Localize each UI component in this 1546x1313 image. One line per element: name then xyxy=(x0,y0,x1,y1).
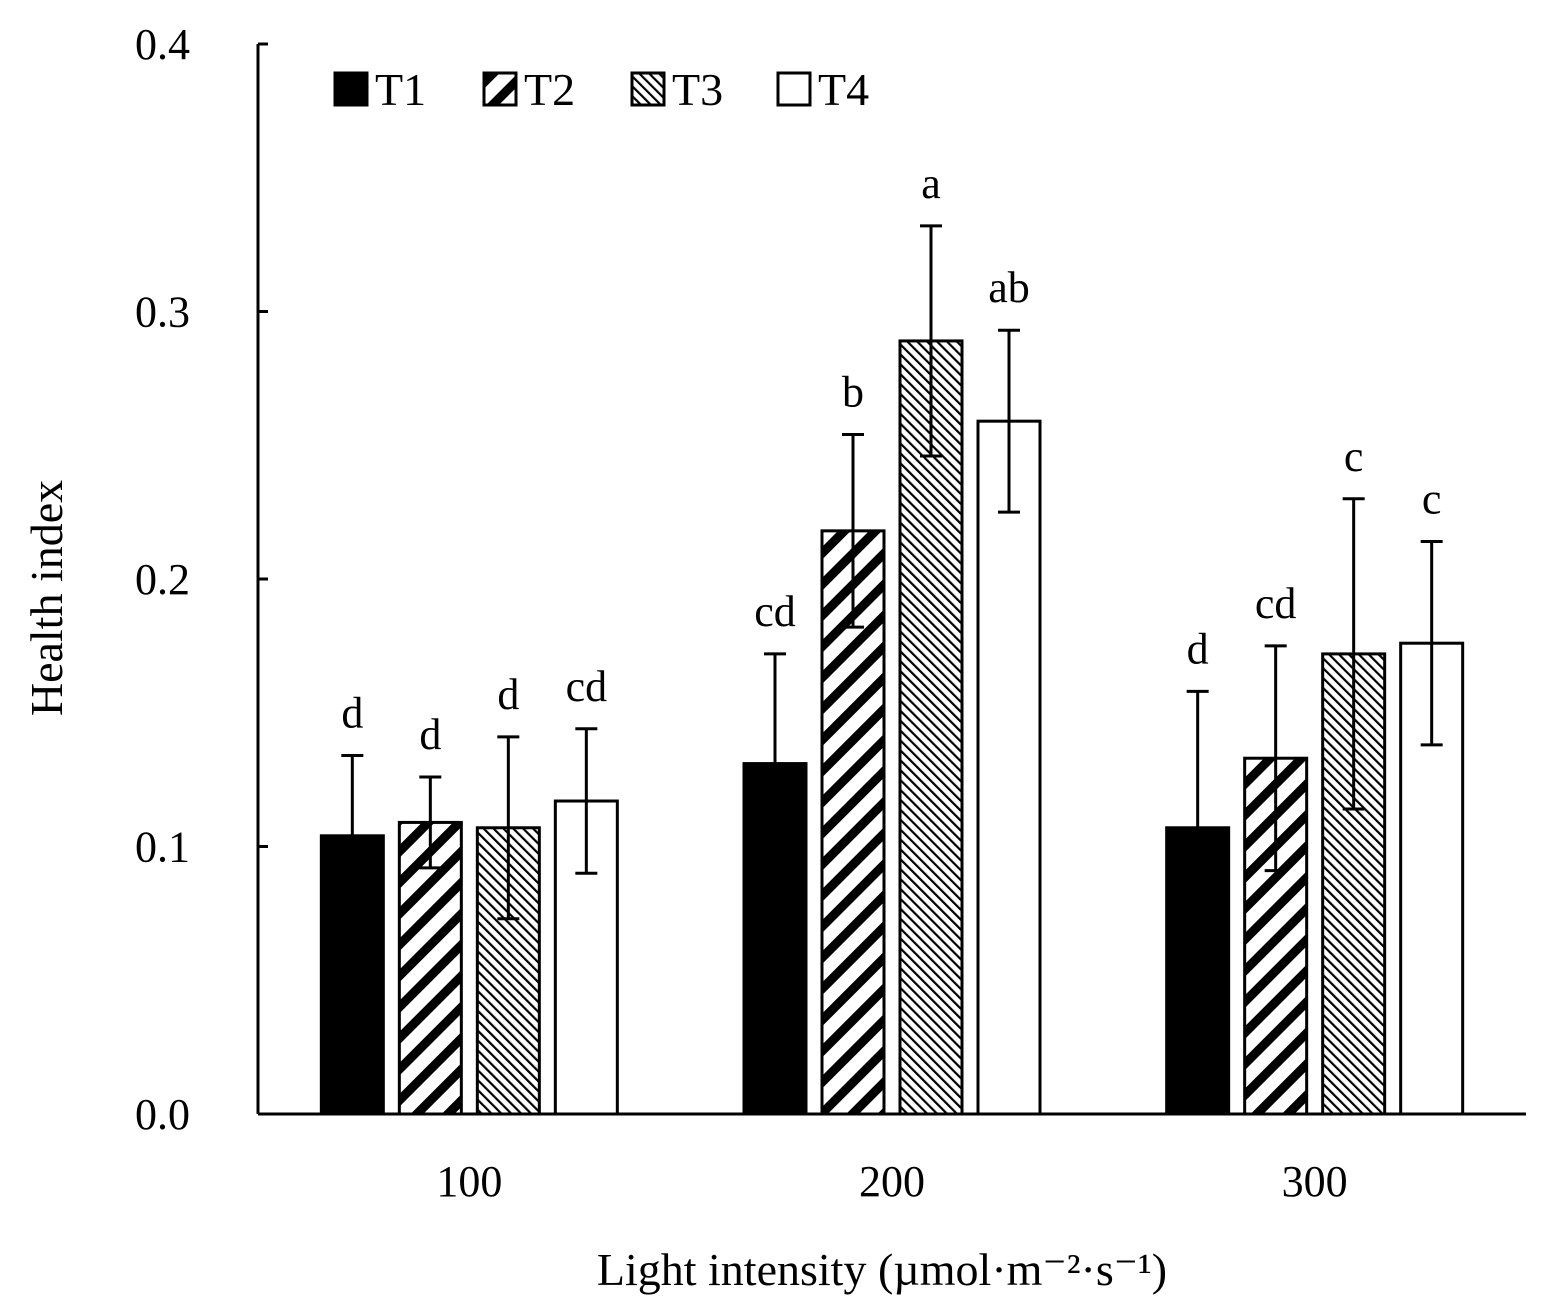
significance-label: d xyxy=(419,710,441,759)
x-tick-label: 100 xyxy=(436,1157,502,1206)
y-tick-label: 0.0 xyxy=(135,1090,190,1139)
y-tick-label: 0.3 xyxy=(135,288,190,337)
legend-label-t4: T4 xyxy=(818,64,869,115)
x-tick-label: 200 xyxy=(859,1157,925,1206)
legend-label-t1: T1 xyxy=(375,64,426,115)
legend-swatch-t2 xyxy=(482,71,518,107)
significance-label: d xyxy=(341,689,363,738)
significance-label: c xyxy=(1422,475,1442,524)
significance-label: cd xyxy=(1255,579,1297,628)
legend-label-t2: T2 xyxy=(524,64,575,115)
x-tick-label: 300 xyxy=(1282,1157,1348,1206)
significance-label: a xyxy=(921,159,941,208)
bar-t4-200 xyxy=(976,419,1042,1116)
significance-label: b xyxy=(842,368,864,417)
legend: T1 T2 T3 T4 xyxy=(333,64,869,115)
significance-label: cd xyxy=(754,587,796,636)
legend-label-t3: T3 xyxy=(672,64,723,115)
significance-label: c xyxy=(1344,432,1364,481)
y-axis-title: Health index xyxy=(21,480,72,716)
y-tick-label: 0.4 xyxy=(135,20,190,69)
legend-swatch-t1 xyxy=(333,71,369,107)
significance-label: ab xyxy=(988,263,1030,312)
significance-label: d xyxy=(1187,624,1209,673)
y-tick-label: 0.2 xyxy=(135,555,190,604)
y-tick-label: 0.1 xyxy=(135,823,190,872)
significance-label: d xyxy=(497,670,519,719)
legend-swatch-t3 xyxy=(630,71,666,107)
y-axis-ticks: 0.0 0.1 0.2 0.3 0.4 xyxy=(135,20,268,1139)
x-axis-title: Light intensity (µmol·m⁻²·s⁻¹) xyxy=(597,1244,1167,1295)
legend-swatch-t4 xyxy=(776,71,812,107)
x-axis-ticks: 100 200 300 xyxy=(436,1157,1347,1206)
bar-t3-200 xyxy=(898,339,964,1116)
significance-label: cd xyxy=(566,662,608,711)
